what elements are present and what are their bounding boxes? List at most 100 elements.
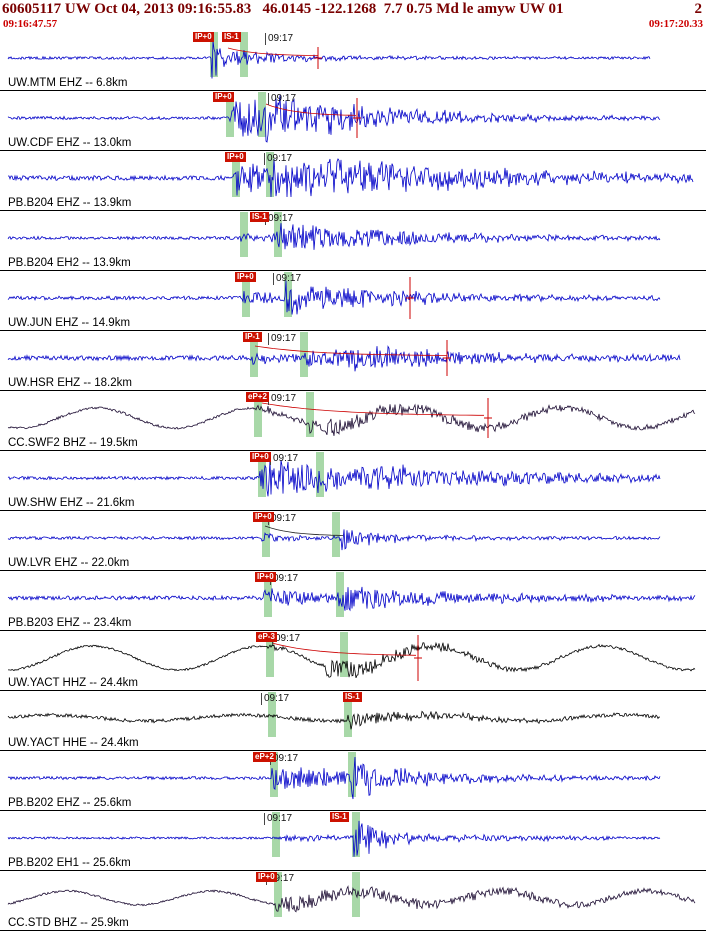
phase-pick-flag[interactable]: IP+0 xyxy=(235,272,256,282)
window-end-time: 09:17:20.33 xyxy=(648,18,703,30)
waveform[interactable] xyxy=(0,511,706,571)
window-start-time: 09:16:47.57 xyxy=(3,18,58,30)
phase-pick-flag[interactable]: eP+2 xyxy=(246,392,269,402)
waveform[interactable] xyxy=(0,631,706,691)
minute-label: 09:17 xyxy=(276,273,302,284)
phase-highlight-band xyxy=(266,632,274,677)
waveform[interactable] xyxy=(0,211,706,271)
phase-pick-flag[interactable]: IP+0 xyxy=(213,92,234,102)
station-label: CC.STD BHZ -- 25.9km xyxy=(8,917,129,929)
trace-row: 09:17 IP+0 UW.JUN EHZ -- 14.9km xyxy=(0,271,706,331)
waveform[interactable] xyxy=(0,331,706,391)
waveform[interactable] xyxy=(0,571,706,631)
phase-pick-flag[interactable]: eP+2 xyxy=(253,752,276,762)
waveform[interactable] xyxy=(0,691,706,751)
phase-highlight-band xyxy=(272,812,280,857)
waveform[interactable] xyxy=(0,31,706,91)
coda-decay-curve xyxy=(271,642,417,656)
phase-highlight-band xyxy=(242,272,250,317)
trace-row: 09:17 IP-1 UW.HSR EHZ -- 18.2km xyxy=(0,331,706,391)
phase-highlight-band xyxy=(266,152,274,197)
station-label: UW.MTM EHZ -- 6.8km xyxy=(8,77,128,89)
coda-duration-marker[interactable] xyxy=(414,635,422,681)
minute-tick xyxy=(264,153,265,165)
trace-row: 09:17 IP+0 UW.SHW EHZ -- 21.6km xyxy=(0,451,706,511)
trace-row: 09:17 IP+0 UW.CDF EHZ -- 13.0km xyxy=(0,91,706,151)
station-label: UW.HSR EHZ -- 18.2km xyxy=(8,377,132,389)
phase-pick-flag[interactable]: IS-1 xyxy=(222,32,241,42)
coda-duration-marker[interactable] xyxy=(314,47,322,69)
trace-row: 09:17 IP+0 PB.B204 EHZ -- 13.9km xyxy=(0,151,706,211)
minute-tick xyxy=(273,273,274,285)
trace-row: 09:17 IP+0 IS-1 UW.MTM EHZ -- 6.8km xyxy=(0,31,706,91)
waveform[interactable] xyxy=(0,811,706,871)
minute-tick xyxy=(264,813,265,825)
phase-pick-flag[interactable]: IP+0 xyxy=(255,572,276,582)
phase-pick-flag[interactable]: IS-1 xyxy=(330,812,349,822)
phase-pick-flag[interactable]: IP+0 xyxy=(253,512,274,522)
station-label: PB.B204 EHZ -- 13.9km xyxy=(8,197,132,209)
phase-highlight-band xyxy=(340,632,348,677)
minute-tick xyxy=(261,693,262,705)
page-number: 2 xyxy=(694,1,703,17)
minute-tick xyxy=(268,93,269,105)
minute-label: 09:17 xyxy=(271,93,297,104)
phase-pick-flag[interactable]: IP+0 xyxy=(193,32,214,42)
waveform[interactable] xyxy=(0,271,706,331)
coda-duration-marker[interactable] xyxy=(406,277,414,319)
minute-tick xyxy=(268,333,269,345)
station-label: UW.CDF EHZ -- 13.0km xyxy=(8,137,132,149)
trace-polyline xyxy=(7,820,661,857)
phase-highlight-band xyxy=(254,392,262,437)
trace-polyline xyxy=(7,459,661,497)
phase-highlight-band xyxy=(332,512,340,557)
trace-row: 09:17 IS-1 PB.B202 EH1 -- 25.6km xyxy=(0,811,706,871)
waveform[interactable] xyxy=(0,451,706,511)
phase-pick-flag[interactable]: IS-1 xyxy=(343,692,362,702)
waveform[interactable] xyxy=(0,151,706,211)
coda-duration-marker[interactable] xyxy=(443,340,451,376)
minute-label: 09:17 xyxy=(268,33,294,44)
trace-list: 09:17 IP+0 IS-1 UW.MTM EHZ -- 6.8km 09:17 IP+… xyxy=(0,31,706,931)
trace-row: 09:17 IP+0 PB.B203 EHZ -- 23.4km xyxy=(0,571,706,631)
waveform[interactable] xyxy=(0,91,706,151)
trace-row: 09:17 IP+0 CC.STD BHZ -- 25.9km xyxy=(0,871,706,931)
trace-row: 09:17 IS-1 PB.B204 EH2 -- 13.9km xyxy=(0,211,706,271)
coda-duration-marker[interactable] xyxy=(353,98,361,138)
trace-polyline xyxy=(7,40,651,79)
station-label: UW.SHW EHZ -- 21.6km xyxy=(8,497,135,509)
phase-pick-flag[interactable]: IS-1 xyxy=(250,212,269,222)
station-label: PB.B203 EHZ -- 23.4km xyxy=(8,617,132,629)
station-label: CC.SWF2 BHZ -- 19.5km xyxy=(8,437,138,449)
phase-highlight-band xyxy=(270,752,278,797)
trace-row: 09:17 IS-1 UW.YACT HHE -- 24.4km xyxy=(0,691,706,751)
station-label: UW.LVR EHZ -- 22.0km xyxy=(8,557,130,569)
trace-row: 09:17 eP+2 PB.B202 EHZ -- 25.6km xyxy=(0,751,706,811)
minute-label: 09:17 xyxy=(273,573,299,584)
coda-decay-curve xyxy=(265,103,357,116)
phase-pick-flag[interactable]: eP-3 xyxy=(256,632,277,642)
waveform[interactable] xyxy=(0,871,706,931)
trace-row: 09:17 IP+0 UW.LVR EHZ -- 22.0km xyxy=(0,511,706,571)
waveform[interactable] xyxy=(0,751,706,811)
minute-label: 09:17 xyxy=(271,393,297,404)
phase-highlight-band xyxy=(274,212,282,257)
time-window-row: 09:16:47.57 09:17:20.33 xyxy=(0,18,706,31)
phase-pick-flag[interactable]: IP-1 xyxy=(243,332,262,342)
trace-polyline xyxy=(7,345,681,372)
coda-duration-marker[interactable] xyxy=(484,398,492,438)
minute-label: 09:17 xyxy=(275,633,301,644)
station-label: UW.YACT HHZ -- 24.4km xyxy=(8,677,138,689)
minute-label: 09:17 xyxy=(271,513,297,524)
station-label: PB.B202 EH1 -- 25.6km xyxy=(8,857,131,869)
minute-label: 09:17 xyxy=(271,333,297,344)
phase-pick-flag[interactable]: IP+0 xyxy=(225,152,246,162)
trace-polyline xyxy=(7,586,696,612)
waveform[interactable] xyxy=(0,391,706,451)
trace-polyline xyxy=(7,885,696,913)
phase-highlight-band xyxy=(316,452,324,497)
phase-pick-flag[interactable]: IP+0 xyxy=(250,452,271,462)
phase-highlight-band xyxy=(240,32,248,77)
phase-pick-flag[interactable]: IP+0 xyxy=(256,872,277,882)
